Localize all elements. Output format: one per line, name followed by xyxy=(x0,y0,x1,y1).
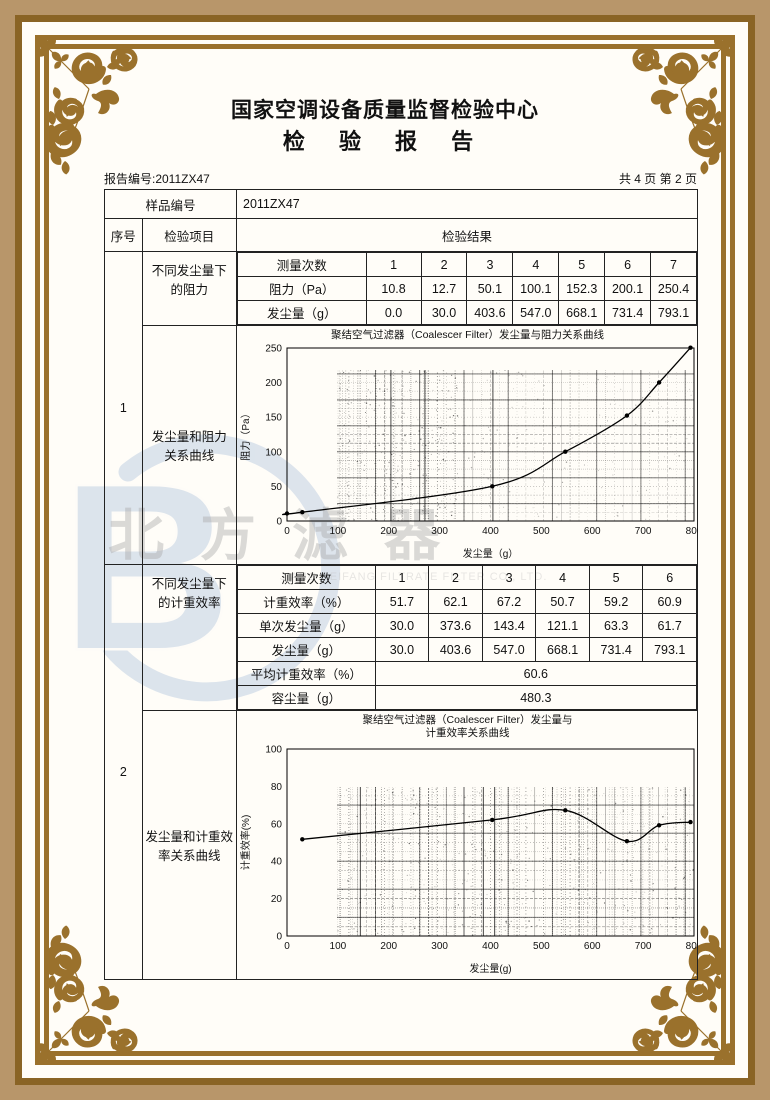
svg-text:300: 300 xyxy=(431,526,448,537)
svg-text:计重效率(%): 计重效率(%) xyxy=(239,815,252,871)
svg-text:100: 100 xyxy=(330,941,347,952)
svg-text:0: 0 xyxy=(276,932,282,943)
svg-text:发尘量（g）: 发尘量（g） xyxy=(463,547,519,560)
svg-text:200: 200 xyxy=(265,378,282,389)
svg-text:聚结空气过滤器（Coalescer Filter）发尘量与阻: 聚结空气过滤器（Coalescer Filter）发尘量与阻力关系曲线 xyxy=(331,328,605,341)
svg-text:60: 60 xyxy=(271,819,283,830)
svg-text:80: 80 xyxy=(271,782,283,793)
svg-text:400: 400 xyxy=(482,941,499,952)
svg-text:聚结空气过滤器（Coalescer Filter）发尘量与: 聚结空气过滤器（Coalescer Filter）发尘量与 xyxy=(362,713,572,726)
svg-text:500: 500 xyxy=(533,526,550,537)
svg-text:700: 700 xyxy=(635,941,652,952)
svg-text:700: 700 xyxy=(635,526,652,537)
svg-text:0: 0 xyxy=(276,517,282,528)
svg-text:200: 200 xyxy=(380,526,397,537)
svg-text:100: 100 xyxy=(330,526,347,537)
svg-text:100: 100 xyxy=(265,447,282,458)
svg-text:800: 800 xyxy=(686,941,698,952)
svg-text:150: 150 xyxy=(265,413,282,424)
svg-text:发尘量(g): 发尘量(g) xyxy=(469,962,511,975)
svg-text:500: 500 xyxy=(533,941,550,952)
svg-text:100: 100 xyxy=(265,745,282,756)
svg-text:40: 40 xyxy=(271,857,283,868)
svg-text:200: 200 xyxy=(380,941,397,952)
svg-text:20: 20 xyxy=(271,894,283,905)
svg-text:250: 250 xyxy=(265,344,282,355)
svg-text:800: 800 xyxy=(686,526,698,537)
svg-text:50: 50 xyxy=(271,482,283,493)
svg-text:0: 0 xyxy=(284,526,290,537)
svg-text:600: 600 xyxy=(584,526,601,537)
svg-text:阻力（Pa）: 阻力（Pa） xyxy=(239,408,252,460)
svg-text:0: 0 xyxy=(284,941,290,952)
svg-text:600: 600 xyxy=(584,941,601,952)
svg-text:计重效率关系曲线: 计重效率关系曲线 xyxy=(426,726,510,739)
svg-text:400: 400 xyxy=(482,526,499,537)
svg-text:300: 300 xyxy=(431,941,448,952)
